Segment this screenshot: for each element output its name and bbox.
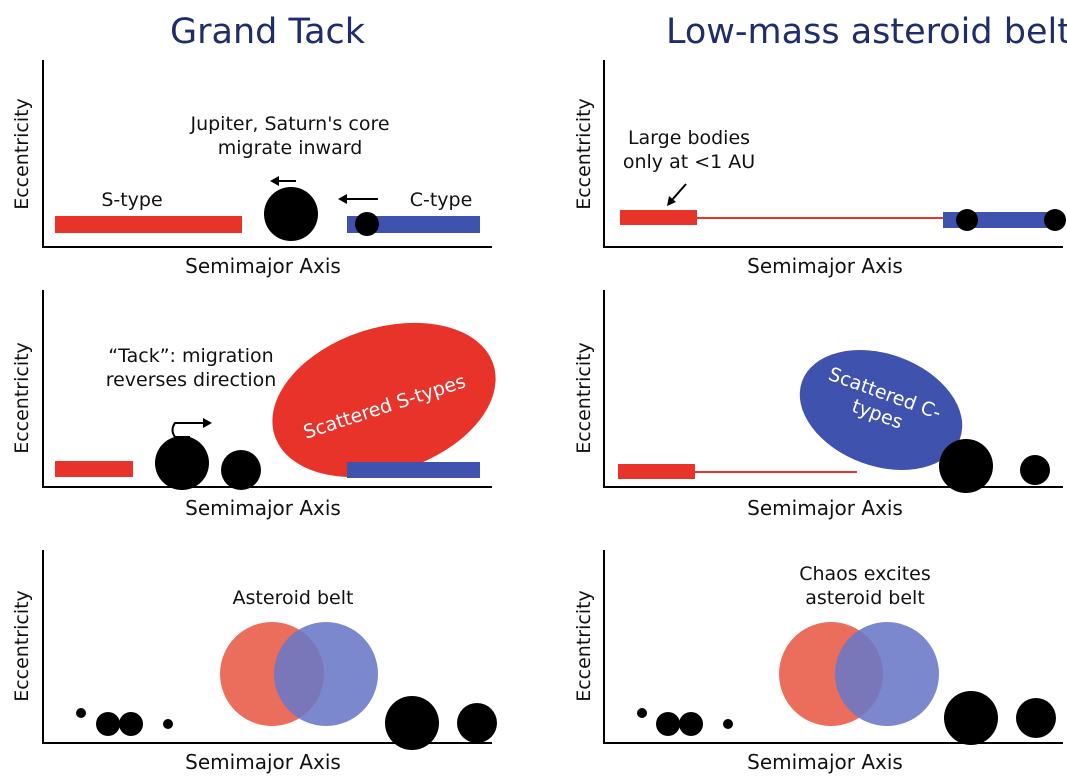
s-type-label: S-type xyxy=(101,189,163,211)
jupiter-body xyxy=(939,439,993,493)
arrow-left-icon xyxy=(338,194,378,204)
planet-body xyxy=(656,712,680,736)
s-type-band xyxy=(55,216,242,233)
jupiter-body xyxy=(155,436,209,490)
x-axis-label: Semimajor Axis xyxy=(185,750,341,774)
y-axis-label: Eccentricity xyxy=(11,98,33,210)
y-axis-label: Eccentricity xyxy=(573,342,595,454)
panel-lm1-graphics xyxy=(603,60,1066,248)
scattered-c-types-blob xyxy=(799,350,963,470)
planetesimal-body xyxy=(637,708,647,718)
saturn-body xyxy=(1020,455,1050,485)
x-axis-label: Semimajor Axis xyxy=(185,254,341,278)
scattered-s-types-blob xyxy=(272,322,496,478)
planet-body xyxy=(96,712,120,736)
jupiter-body xyxy=(385,696,439,750)
c-type-label: C-type xyxy=(409,189,473,211)
panel-gt3-graphics xyxy=(42,550,497,750)
saturn-core-body xyxy=(355,212,379,236)
jupiter-annotation: Jupiter, Saturn's core migrate inward xyxy=(190,113,390,159)
asteroid-belt-label: Asteroid belt xyxy=(232,587,354,609)
panel-lm3-graphics xyxy=(603,550,1063,745)
jupiter-body xyxy=(956,209,978,231)
y-axis-label: Eccentricity xyxy=(573,590,595,702)
arrow-left-small-icon xyxy=(270,176,296,186)
left-column-title: Grand Tack xyxy=(170,12,366,52)
venn-c-type-circle xyxy=(274,622,378,726)
jupiter-body xyxy=(264,187,318,241)
panel-gt2-graphics xyxy=(42,290,496,490)
panel-grand-tack-2: Eccentricity Semimajor Axis “Tack”: migr… xyxy=(0,290,520,530)
panel-grand-tack-1: Eccentricity Semimajor Axis Jupiter, Sat… xyxy=(0,60,520,280)
saturn-body xyxy=(1016,698,1056,738)
c-type-band xyxy=(347,462,480,478)
tack-annotation: “Tack”: migration reverses direction xyxy=(105,345,277,391)
y-axis-label: Eccentricity xyxy=(11,590,33,702)
panel-grand-tack-3: Eccentricity Semimajor Axis Asteroid bel… xyxy=(0,550,520,780)
planet-body xyxy=(119,712,143,736)
x-axis-label: Semimajor Axis xyxy=(185,496,341,520)
chaos-annotation: Chaos excites asteroid belt xyxy=(799,563,931,609)
saturn-body xyxy=(221,450,261,490)
panel-low-mass-1: Eccentricity Semimajor Axis Large bodies… xyxy=(560,60,1067,280)
saturn-body xyxy=(457,703,497,743)
jupiter-body xyxy=(944,691,998,745)
x-axis-label: Semimajor Axis xyxy=(747,496,903,520)
panel-low-mass-3: Eccentricity Semimajor Axis Chaos excite… xyxy=(560,550,1067,780)
planet-body xyxy=(679,712,703,736)
x-axis-label: Semimajor Axis xyxy=(747,254,903,278)
planetesimal-body xyxy=(76,708,86,718)
planetesimal-body xyxy=(163,719,173,729)
right-column-title: Low-mass asteroid belt xyxy=(666,12,1067,52)
y-axis-label: Eccentricity xyxy=(11,342,33,454)
x-axis-label: Semimajor Axis xyxy=(747,750,903,774)
s-type-band xyxy=(620,210,697,225)
s-type-band xyxy=(55,461,133,477)
reverse-arrow-icon xyxy=(171,418,212,438)
panel-lm2-graphics xyxy=(603,290,1063,493)
large-bodies-annotation: Large bodies only at <1 AU xyxy=(622,127,756,173)
c-type-band xyxy=(347,216,480,233)
saturn-body xyxy=(1044,209,1066,231)
panel-gt1-graphics xyxy=(42,60,492,248)
planetesimal-body xyxy=(723,719,733,729)
y-axis-label: Eccentricity xyxy=(573,98,595,210)
arrow-down-left-icon xyxy=(667,183,687,206)
s-type-band xyxy=(618,464,695,479)
venn-c-type-circle xyxy=(835,622,939,726)
panel-low-mass-2: Eccentricity Semimajor Axis Scattered C-… xyxy=(560,290,1067,530)
